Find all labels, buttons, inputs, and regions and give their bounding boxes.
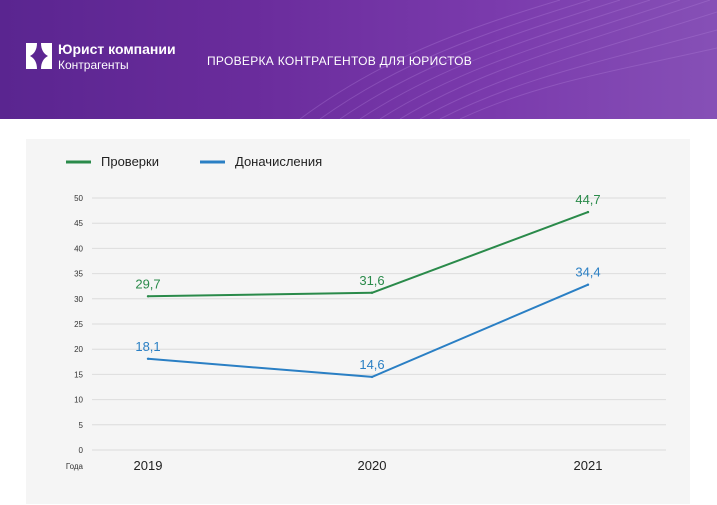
y-tick-label: 35	[74, 270, 83, 279]
data-label: 29,7	[135, 276, 160, 291]
y-tick-label: 40	[74, 244, 83, 253]
data-label: 31,6	[359, 273, 384, 288]
y-tick-label: 0	[79, 446, 84, 455]
y-tick-label: 30	[74, 295, 83, 304]
y-tick-label: 10	[74, 396, 83, 405]
series-point	[370, 291, 374, 294]
y-tick-label: 25	[74, 320, 83, 329]
chart-card: 0 5 10 15 20 25 30 35 40 45 50 Года 2019 2020 2021 29,…	[26, 139, 690, 504]
data-label: 18,1	[135, 339, 160, 354]
y-tick-label: 20	[74, 345, 83, 354]
x-tick-label: 2021	[574, 458, 603, 473]
y-tick-label: 45	[74, 219, 83, 228]
y-tick-label: 5	[79, 421, 84, 430]
banner-wave-pattern	[299, 0, 717, 119]
series-point	[586, 210, 590, 214]
data-label: 14,6	[359, 357, 384, 372]
line-chart: 0 5 10 15 20 25 30 35 40 45 50 Года 2019 2020 2021 29,…	[66, 154, 666, 473]
y-tick-label: 15	[74, 370, 83, 379]
x-tick-label: 2020	[358, 458, 387, 473]
data-label: 44,7	[575, 192, 600, 207]
header-banner: Юрист компании Контрагенты ПРОВЕРКА КОНТ…	[0, 0, 717, 119]
banner-heading: ПРОВЕРКА КОНТРАГЕНТОВ ДЛЯ ЮРИСТОВ	[207, 54, 473, 68]
x-axis-label: Года	[66, 462, 84, 471]
series-point	[370, 375, 374, 379]
logo-subtitle: Контрагенты	[58, 58, 129, 72]
legend-label: Проверки	[101, 154, 159, 169]
series-point	[586, 283, 590, 286]
logo-title: Юрист компании	[58, 41, 176, 57]
series-point	[146, 357, 150, 360]
data-label: 34,4	[575, 265, 600, 280]
logo-icon	[26, 43, 52, 69]
legend-label: Доначисления	[235, 154, 322, 169]
y-tick-label: 50	[74, 194, 83, 203]
series-point	[146, 295, 150, 298]
x-tick-label: 2019	[134, 458, 163, 473]
